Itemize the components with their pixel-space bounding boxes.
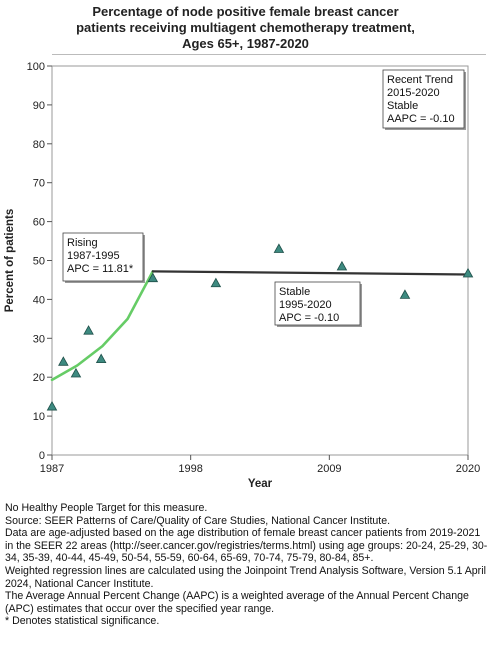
y-tick-label: 20 [33, 372, 45, 384]
annotation-rising-line: 1987-1995 [67, 250, 120, 262]
data-points-layer [46, 243, 474, 411]
chart-plot: 0 10 20 30 40 50 60 70 80 90 100 1987 1998 2009 2020 Ye… [4, 61, 480, 490]
footnote-age-adjustment: Data are age-adjusted based on the age d… [5, 527, 488, 565]
footnote-aapc: The Average Annual Percent Change (AAPC)… [5, 590, 469, 615]
annotation-stable-line: Stable [279, 286, 310, 298]
data-point [83, 325, 94, 335]
data-point [462, 267, 474, 278]
footnote-significance: * Denotes statistical significance. [5, 615, 160, 628]
y-tick-label: 50 [33, 256, 45, 268]
chart-title: Percentage of node positive female breas… [0, 4, 491, 52]
data-point [210, 277, 222, 288]
y-tick-label: 80 [33, 139, 45, 151]
annotation-recent-trend-line: Stable [387, 100, 418, 112]
data-point [399, 289, 411, 299]
title-divider [52, 54, 486, 55]
annotation-recent-trend-line: AAPC = -0.10 [387, 113, 455, 125]
data-point [70, 367, 82, 378]
annotation-recent-trend-box [382, 69, 465, 129]
y-tick-label: 10 [33, 411, 45, 423]
y-tick-label: 60 [33, 217, 45, 229]
x-tick-label: 2009 [317, 463, 341, 475]
y-tick-label: 0 [39, 450, 45, 462]
trend-lines-layer [50, 270, 470, 382]
data-point [273, 243, 285, 253]
footnotes: No Healthy People Target for this measur… [5, 502, 489, 628]
data-point [46, 400, 58, 411]
trend-segment-2 [151, 270, 470, 276]
trend-segment-1 [50, 270, 155, 382]
annotation-rising-line: Rising [67, 237, 98, 249]
footnote-regression: Weighted regression lines are calculated… [5, 564, 486, 590]
annotation-stable-line: APC = -0.10 [279, 312, 339, 324]
annotation-rising-line: APC = 11.81* [67, 263, 134, 275]
y-axis-label: Percent of patients [4, 209, 16, 313]
y-tick-label: 40 [33, 294, 45, 306]
footnote-hp-target: No Healthy People Target for this measur… [5, 502, 208, 514]
x-tick-label: 1998 [178, 463, 202, 475]
y-tick-label: 30 [33, 333, 45, 345]
x-tick-label: 2020 [456, 463, 480, 475]
chart-title-line-3: Ages 65+, 1987-2020 [182, 36, 309, 51]
chart-title-line-2: patients receiving multiagent chemothera… [76, 20, 415, 35]
y-tick-label: 90 [33, 100, 45, 112]
footnote-source: Source: SEER Patterns of Care/Quality of… [5, 514, 391, 527]
x-axis-label: Year [248, 478, 273, 490]
annotation-stable-box [274, 281, 361, 326]
y-tick-label: 100 [27, 61, 45, 73]
x-tick-label: 1987 [40, 463, 64, 475]
annotation-recent-trend-line: Recent Trend [387, 74, 453, 86]
y-tick-label: 70 [33, 178, 45, 190]
annotation-stable-line: 1995-2020 [279, 299, 332, 311]
data-point [336, 260, 348, 271]
data-point [95, 353, 107, 363]
annotation-rising-box [62, 232, 144, 282]
chart-title-line-1: Percentage of node positive female breas… [92, 4, 399, 19]
annotation-recent-trend-line: 2015-2020 [387, 87, 440, 99]
data-point [58, 356, 69, 366]
data-point [147, 272, 159, 283]
